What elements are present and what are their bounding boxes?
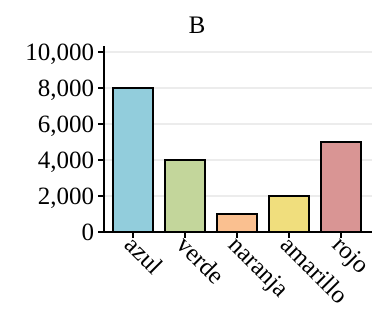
bars-group	[112, 87, 362, 233]
x-tick-label-verde: verde	[171, 231, 229, 289]
y-tick-label: 8,000	[38, 75, 94, 102]
bar-azul	[112, 87, 154, 233]
bar-verde	[164, 159, 206, 233]
bar-amarillo	[268, 195, 310, 233]
x-tick-label-azul: azul	[119, 231, 168, 280]
y-tick-label: 6,000	[38, 111, 94, 138]
chart-title: B	[189, 12, 206, 39]
y-tick-label: 2,000	[38, 183, 94, 210]
y-tick-label: 4,000	[38, 147, 94, 174]
bar-naranja	[216, 213, 258, 233]
y-tick-label: 10,000	[25, 39, 94, 66]
bar-rojo	[320, 141, 362, 233]
y-tick-labels: 0 2,000 4,000 6,000 8,000 10,000	[25, 39, 104, 246]
y-tick-label: 0	[82, 219, 95, 246]
